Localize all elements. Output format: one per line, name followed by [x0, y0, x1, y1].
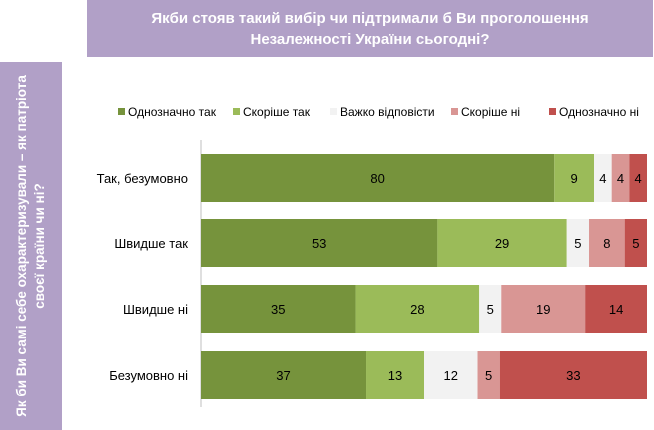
data-label-2-2: 29	[495, 236, 509, 251]
bar-segment-2-3	[566, 219, 590, 267]
bar-segment-4-4	[477, 351, 500, 399]
legend-label-3: Важко відповісти	[340, 105, 435, 119]
legend-swatch-3	[330, 108, 337, 115]
data-label-1-2: 9	[571, 171, 578, 186]
bar-segment-3-5	[585, 285, 647, 333]
data-label-3-3: 5	[487, 302, 494, 317]
bar-segment-1-2	[554, 154, 595, 202]
chart-title-line-1: Якби стояв такий вибір чи підтримали б В…	[151, 9, 589, 27]
legend-label-1: Однозначно так	[128, 105, 217, 119]
legend-label-5: Однозначно ні	[559, 105, 639, 119]
bar-segment-3-2	[355, 285, 480, 333]
legend-label-2: Скоріше так	[243, 105, 311, 119]
bar-segment-1-3	[594, 154, 612, 202]
bar-segment-3-3	[479, 285, 502, 333]
data-label-3-4: 19	[536, 302, 550, 317]
bar-segment-4-2	[366, 351, 424, 399]
data-label-2-1: 53	[312, 236, 326, 251]
data-label-3-1: 35	[271, 302, 285, 317]
category-label-1: Так, безумовно	[97, 171, 188, 186]
legend-swatch-5	[549, 108, 556, 115]
bar-segment-2-2	[437, 219, 567, 267]
category-labels: Так, безумовно Швидше так Швидше ні Безумов…	[97, 171, 189, 383]
bar-segment-2-4	[589, 219, 625, 267]
data-label-4-4: 5	[485, 368, 492, 383]
bar-segment-4-3	[424, 351, 478, 399]
data-label-3-5: 14	[609, 302, 623, 317]
data-label-1-4: 4	[617, 171, 624, 186]
bar-segment-1-5	[629, 154, 647, 202]
category-label-3: Швидше ні	[123, 302, 188, 317]
data-label-4-2: 13	[388, 368, 402, 383]
bar-segment-2-5	[624, 219, 647, 267]
bar-segment-4-5	[499, 351, 647, 399]
bar-segment-1-1	[201, 154, 555, 202]
bar-segment-3-4	[501, 285, 586, 333]
side-label-box: Як би Ви самі себе охарактеризували – як…	[0, 62, 62, 430]
legend-swatch-4	[451, 108, 458, 115]
bar-segment-3-1	[201, 285, 356, 333]
data-label-4-1: 37	[276, 368, 290, 383]
data-label-1-1: 80	[370, 171, 384, 186]
data-label-4-3: 12	[444, 368, 458, 383]
chart-title-line-2: Незалежності України сьогодні?	[250, 30, 490, 48]
data-label-3-2: 28	[410, 302, 424, 317]
data-label-4-5: 33	[566, 368, 580, 383]
category-label-2: Швидше так	[114, 236, 188, 251]
data-label-2-3: 5	[574, 236, 581, 251]
chart-title: Якби стояв такий вибір чи підтримали б В…	[87, 0, 653, 57]
bar-segment-2-1	[201, 219, 438, 267]
category-label-4: Безумовно ні	[109, 368, 188, 383]
data-label-2-5: 5	[632, 236, 639, 251]
data-label-1-5: 4	[635, 171, 642, 186]
legend: Однозначно так Скоріше так Важко відповіст…	[118, 105, 639, 119]
legend-swatch-1	[118, 108, 125, 115]
data-label-2-4: 8	[603, 236, 610, 251]
legend-label-4: Скоріше ні	[461, 105, 520, 119]
data-label-1-3: 4	[599, 171, 606, 186]
bar-segment-4-1	[201, 351, 367, 399]
bar-segment-1-4	[611, 154, 630, 202]
legend-swatch-2	[233, 108, 240, 115]
